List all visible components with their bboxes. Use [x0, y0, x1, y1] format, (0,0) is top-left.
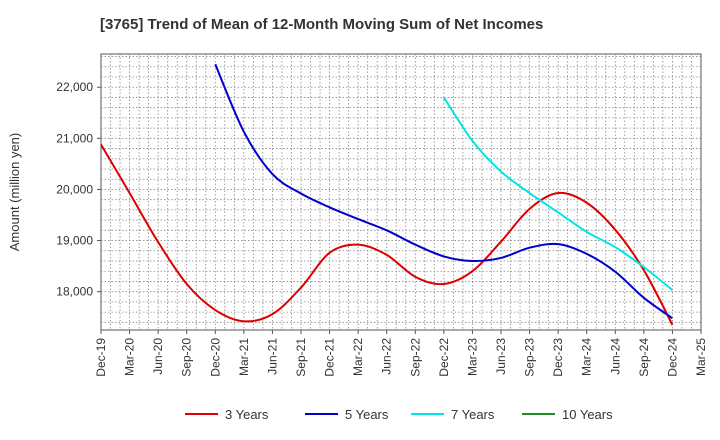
- y-tick-label: 21,000: [56, 131, 93, 145]
- x-tick-label: Mar-22: [351, 338, 365, 376]
- x-tick-label: Mar-25: [694, 338, 708, 376]
- y-axis-title: Amount (million yen): [7, 133, 22, 252]
- x-tick-label: Mar-24: [580, 338, 594, 376]
- x-tick-label: Jun-22: [380, 338, 394, 375]
- x-tick-label: Jun-24: [608, 338, 622, 375]
- x-tick-label: Sep-22: [408, 338, 422, 377]
- x-tick-label: Dec-22: [437, 338, 451, 377]
- x-tick-label: Dec-23: [551, 338, 565, 377]
- y-tick-label: 20,000: [56, 182, 93, 196]
- x-tick-label: Dec-20: [208, 338, 222, 377]
- plot-area: [100, 53, 702, 331]
- x-tick-label: Dec-19: [94, 338, 108, 377]
- series-line-5-years: [214, 63, 674, 320]
- series-line-7-years: [443, 96, 674, 291]
- y-tick-label: 18,000: [56, 285, 93, 299]
- legend: 3 Years 5 Years 7 Years 10 Years: [185, 407, 613, 422]
- x-tick-label: Sep-21: [294, 338, 308, 377]
- x-tick-label: Mar-21: [237, 338, 251, 376]
- x-tick-label: Sep-20: [180, 338, 194, 377]
- x-tick-label: Dec-21: [323, 338, 337, 377]
- y-tick-label: 19,000: [56, 234, 93, 248]
- axis-ticks: 18,000 19,000 20,000 21,000 22,000 Dec-19 Mar-…: [56, 80, 708, 376]
- x-tick-label: Dec-24: [665, 338, 679, 377]
- legend-label-3-years: 3 Years: [225, 407, 269, 422]
- legend-label-10-years: 10 Years: [562, 407, 613, 422]
- x-tick-label: Jun-20: [151, 338, 165, 375]
- chart-title: [3765] Trend of Mean of 12-Month Moving …: [100, 16, 544, 33]
- legend-label-7-years: 7 Years: [451, 407, 495, 422]
- x-tick-label: Sep-23: [523, 338, 537, 377]
- legend-label-5-years: 5 Years: [345, 407, 389, 422]
- series-lines: [100, 63, 674, 326]
- x-tick-label: Sep-24: [637, 338, 651, 377]
- x-tick-label: Jun-21: [265, 338, 279, 375]
- x-tick-label: Mar-23: [465, 338, 479, 376]
- y-tick-label: 22,000: [56, 80, 93, 94]
- series-line-3-years: [100, 143, 674, 326]
- grid-lines: [101, 54, 701, 330]
- x-tick-label: Mar-20: [123, 338, 137, 376]
- x-tick-label: Jun-23: [494, 338, 508, 375]
